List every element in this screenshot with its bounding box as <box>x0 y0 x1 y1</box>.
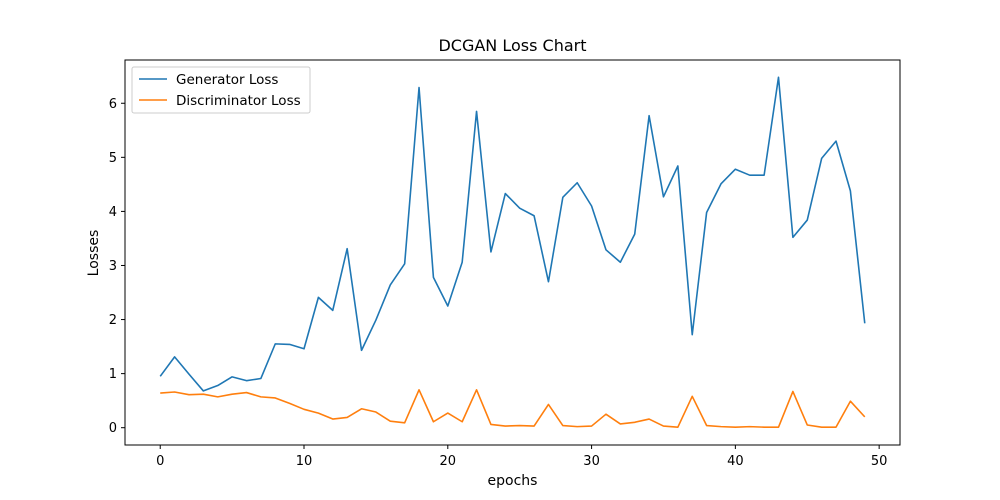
y-axis-ticks: 0 1 2 3 4 5 6 <box>109 97 125 436</box>
x-tick-label: 30 <box>583 454 600 469</box>
x-tick-label: 10 <box>296 454 313 469</box>
y-tick-label: 1 <box>109 367 117 382</box>
chart-title: DCGAN Loss Chart <box>438 36 586 55</box>
series-line-2 <box>160 389 866 428</box>
legend-box <box>131 66 311 114</box>
x-tick-label: 20 <box>440 454 457 469</box>
y-tick-label: 4 <box>109 205 117 220</box>
y-tick-label: 6 <box>109 97 117 112</box>
plot-frame <box>124 59 901 446</box>
y-tick-label: 2 <box>109 313 117 328</box>
y-tick-label: 3 <box>109 259 117 274</box>
x-axis-label: epochs <box>488 473 538 489</box>
legend-label-2: Discriminator Loss <box>176 93 301 109</box>
x-tick-label: 40 <box>727 454 744 469</box>
x-axis-ticks: 0 10 20 30 40 50 <box>156 445 887 469</box>
legend: Generator Loss Discriminator Loss <box>131 66 311 114</box>
y-tick-label: 0 <box>109 421 117 436</box>
y-axis-label: Losses <box>86 230 102 277</box>
x-tick-label: 0 <box>156 454 164 469</box>
legend-label-1: Generator Loss <box>176 72 278 88</box>
plot-lines <box>159 76 866 428</box>
series-line-1 <box>159 76 866 392</box>
x-tick-label: 50 <box>871 454 888 469</box>
y-tick-label: 5 <box>109 151 117 166</box>
